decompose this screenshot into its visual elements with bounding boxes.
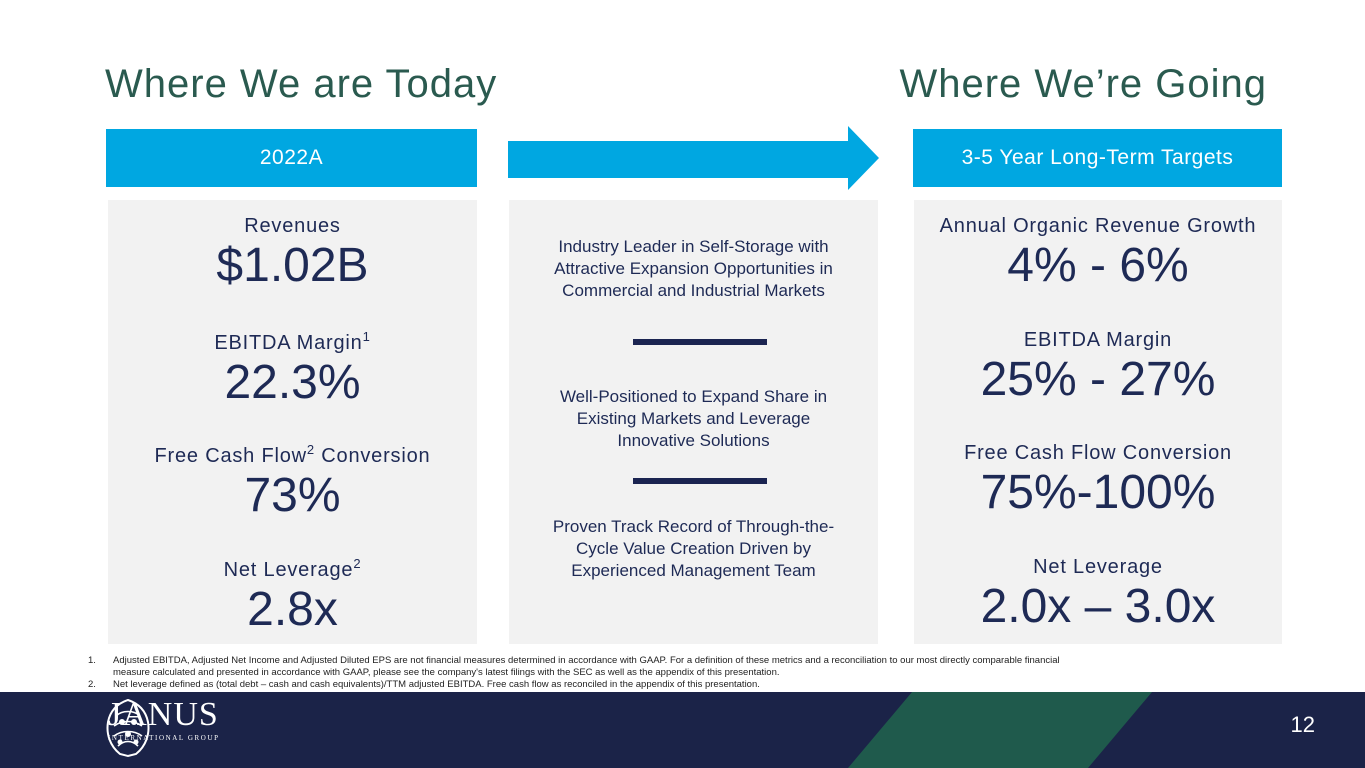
metric-value: 2.8x [247, 583, 338, 636]
footnote-text: Adjusted EBITDA, Adjusted Net Income and… [113, 655, 1060, 678]
metric-value: 2.0x – 3.0x [980, 580, 1216, 633]
metric-label-suffix: Conversion [314, 445, 431, 467]
footnote: 1. Adjusted EBITDA, Adjusted Net Income … [88, 655, 1088, 679]
janus-emblem-icon [106, 698, 150, 758]
pillar-text: Industry Leader in Self-Storage with Att… [554, 237, 833, 300]
metric-value: 4% - 6% [1007, 239, 1189, 292]
metric-label: Net Leverage [1033, 556, 1163, 578]
page-number: 12 [1290, 712, 1315, 737]
metric-label: EBITDA Margin [214, 332, 363, 354]
metric-label: Revenues [244, 215, 341, 237]
metric-label: EBITDA Margin [1023, 329, 1173, 351]
band-targets: 3-5 Year Long-Term Targets [913, 129, 1282, 187]
metric-value: 22.3% [224, 356, 361, 409]
band-2022a: 2022A [106, 129, 477, 187]
metric-value: $1.02B [216, 239, 369, 292]
metric-leverage: Net Leverage2 2.8x [108, 556, 477, 636]
pillar-text: Well-Positioned to Expand Share in Exist… [559, 387, 828, 450]
metric-leverage-target: Net Leverage 2.0x – 3.0x [914, 556, 1282, 633]
divider [633, 339, 767, 345]
arrow-right-icon [508, 126, 879, 190]
metric-fcf-target: Free Cash Flow Conversion 75%-100% [914, 442, 1282, 519]
metric-growth: Annual Organic Revenue Growth 4% - 6% [914, 215, 1282, 292]
panel-pillars: Industry Leader in Self-Storage with Att… [509, 200, 878, 644]
footer-stripes [848, 692, 1152, 768]
metric-fcf: Free Cash Flow2 Conversion 73% [108, 442, 477, 522]
pillar-text: Proven Track Record of Through-the-Cycle… [552, 517, 835, 580]
panel-today: Revenues $1.02B EBITDA Margin1 22.3% Fre… [108, 200, 477, 644]
metric-label: Annual Organic Revenue Growth [939, 215, 1257, 237]
logo-subtitle: INTERNATIONAL GROUP [108, 734, 220, 742]
footnote-number: 1. [88, 655, 96, 666]
footnotes: 1. Adjusted EBITDA, Adjusted Net Income … [88, 655, 1088, 691]
logo-name: JANUS [108, 696, 219, 733]
divider [633, 478, 767, 484]
metric-revenues: Revenues $1.02B [108, 215, 477, 292]
metric-label: Free Cash Flow [154, 445, 307, 467]
panel-targets: Annual Organic Revenue Growth 4% - 6% EB… [914, 200, 1282, 644]
metric-label: Free Cash Flow Conversion [964, 442, 1232, 464]
footnote-number: 2. [88, 679, 96, 690]
footnote-ref: 2 [353, 556, 362, 571]
heading-going: Where We’re Going [899, 62, 1267, 106]
metric-ebitda-target: EBITDA Margin 25% - 27% [914, 329, 1282, 406]
metric-label: Net Leverage [223, 559, 354, 581]
metric-ebitda: EBITDA Margin1 22.3% [108, 329, 477, 409]
footnote-text: Net leverage defined as (total debt – ca… [113, 679, 760, 690]
footnote: 2. Net leverage defined as (total debt –… [88, 679, 1088, 691]
footnote-ref: 1 [362, 329, 371, 344]
metric-value: 75%-100% [980, 466, 1216, 519]
metric-value: 73% [244, 469, 341, 522]
metric-value: 25% - 27% [980, 353, 1216, 406]
company-logo: JANUS INTERNATIONAL GROUP [102, 696, 220, 758]
footnote-ref: 2 [306, 442, 315, 457]
heading-today: Where We are Today [105, 62, 498, 106]
footer-bar: JANUS INTERNATIONAL GROUP 12 [0, 692, 1365, 768]
